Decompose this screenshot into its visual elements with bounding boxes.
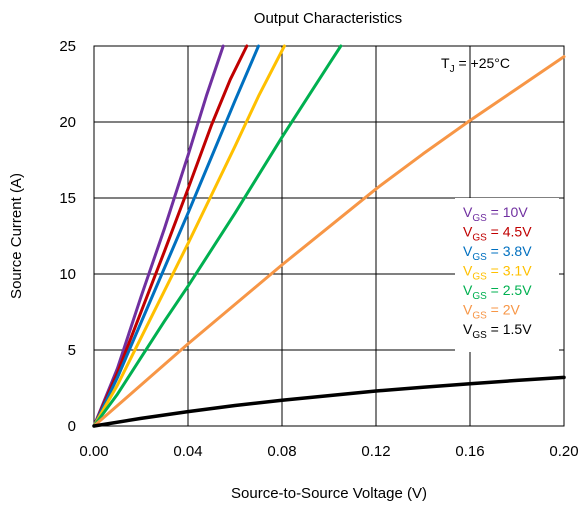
x-tick-label: 0.08 [267,443,296,460]
series-line [92,44,249,428]
legend-entry: VGS = 1.5V [463,321,532,341]
legend-entry: VGS = 3.8V [463,243,532,263]
y-axis-title: Source Current (A) [8,173,25,299]
x-tick-label: 0.16 [455,443,484,460]
x-tick-label: 0.20 [549,443,578,460]
chart-title: Output Characteristics [254,10,402,27]
x-tick-label: 0.00 [79,443,108,460]
legend-entry: VGS = 2.5V [463,282,532,302]
series-line [92,44,225,428]
series-line [92,375,566,428]
plot-frame [93,45,565,427]
y-tick-label: 15 [59,190,76,207]
series-line [92,55,566,428]
legend-entry: VGS = 2V [463,302,521,322]
y-tick-label: 25 [59,38,76,55]
junction-temperature-annotation: TJ = +25°C [441,55,510,75]
y-tick-label: 5 [68,342,76,359]
legend-entry: VGS = 3.1V [463,263,532,283]
y-tick-label: 10 [59,266,76,283]
y-tick-label: 0 [68,418,76,435]
series-layer [92,44,566,428]
legend-entry: VGS = 4.5V [463,224,532,244]
annotation-layer: TJ = +25°C [441,55,510,75]
y-tick-label: 20 [59,114,76,131]
x-tick-label: 0.12 [361,443,390,460]
series-line [92,44,343,428]
x-axis-title: Source-to-Source Voltage (V) [231,485,427,502]
legend-entry: VGS = 10V [463,204,528,224]
series-line [92,44,260,428]
y-tick-labels: 0 5 10 15 20 25 [59,38,76,435]
x-tick-label: 0.04 [173,443,202,460]
x-tick-labels: 0.00 0.04 0.08 0.12 0.16 0.20 [79,443,578,460]
series-line [92,44,286,428]
legend-background [455,198,559,352]
